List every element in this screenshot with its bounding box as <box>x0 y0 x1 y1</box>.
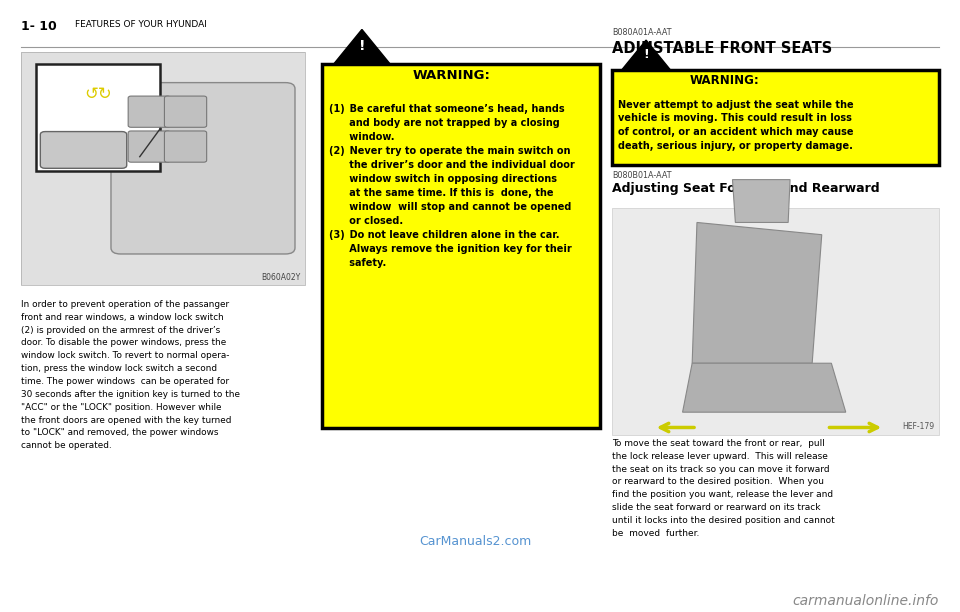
Text: ↺↻: ↺↻ <box>84 85 111 103</box>
FancyBboxPatch shape <box>612 70 939 165</box>
Text: To move the seat toward the front or rear,  pull
the lock release lever upward. : To move the seat toward the front or rea… <box>612 439 835 538</box>
Polygon shape <box>732 180 790 222</box>
Text: In order to prevent operation of the passanger
front and rear windows, a window : In order to prevent operation of the pas… <box>21 300 240 450</box>
Text: 1- 10: 1- 10 <box>21 20 57 32</box>
FancyBboxPatch shape <box>36 64 160 171</box>
FancyBboxPatch shape <box>21 52 305 285</box>
Text: !: ! <box>359 39 365 53</box>
FancyBboxPatch shape <box>612 208 939 435</box>
Text: !: ! <box>643 48 649 61</box>
FancyBboxPatch shape <box>164 96 206 127</box>
Text: CarManuals2.com: CarManuals2.com <box>420 535 531 548</box>
FancyBboxPatch shape <box>40 132 127 168</box>
FancyBboxPatch shape <box>111 83 295 254</box>
Text: (1) Be careful that someone’s head, hands
      and body are not trapped by a cl: (1) Be careful that someone’s head, hand… <box>329 104 575 268</box>
Polygon shape <box>683 363 846 412</box>
Polygon shape <box>621 40 671 70</box>
FancyBboxPatch shape <box>164 131 206 162</box>
Text: ADJUSTABLE FRONT SEATS: ADJUSTABLE FRONT SEATS <box>612 41 832 56</box>
Text: FEATURES OF YOUR HYUNDAI: FEATURES OF YOUR HYUNDAI <box>75 20 206 29</box>
Text: Never attempt to adjust the seat while the
vehicle is moving. This could result : Never attempt to adjust the seat while t… <box>618 100 853 151</box>
Text: B080A01A-AAT: B080A01A-AAT <box>612 28 672 37</box>
Text: carmanualonline.info: carmanualonline.info <box>793 594 939 608</box>
Text: WARNING:: WARNING: <box>689 74 759 87</box>
FancyBboxPatch shape <box>129 96 171 127</box>
Text: B060A02Y: B060A02Y <box>261 272 300 282</box>
Polygon shape <box>692 222 822 363</box>
FancyBboxPatch shape <box>322 64 600 428</box>
Polygon shape <box>333 29 391 65</box>
Text: B080B01A-AAT: B080B01A-AAT <box>612 171 672 181</box>
Text: Adjusting Seat Forward and Rearward: Adjusting Seat Forward and Rearward <box>612 182 880 195</box>
FancyBboxPatch shape <box>129 131 171 162</box>
Text: HEF-179: HEF-179 <box>902 422 934 431</box>
Text: WARNING:: WARNING: <box>413 69 491 82</box>
